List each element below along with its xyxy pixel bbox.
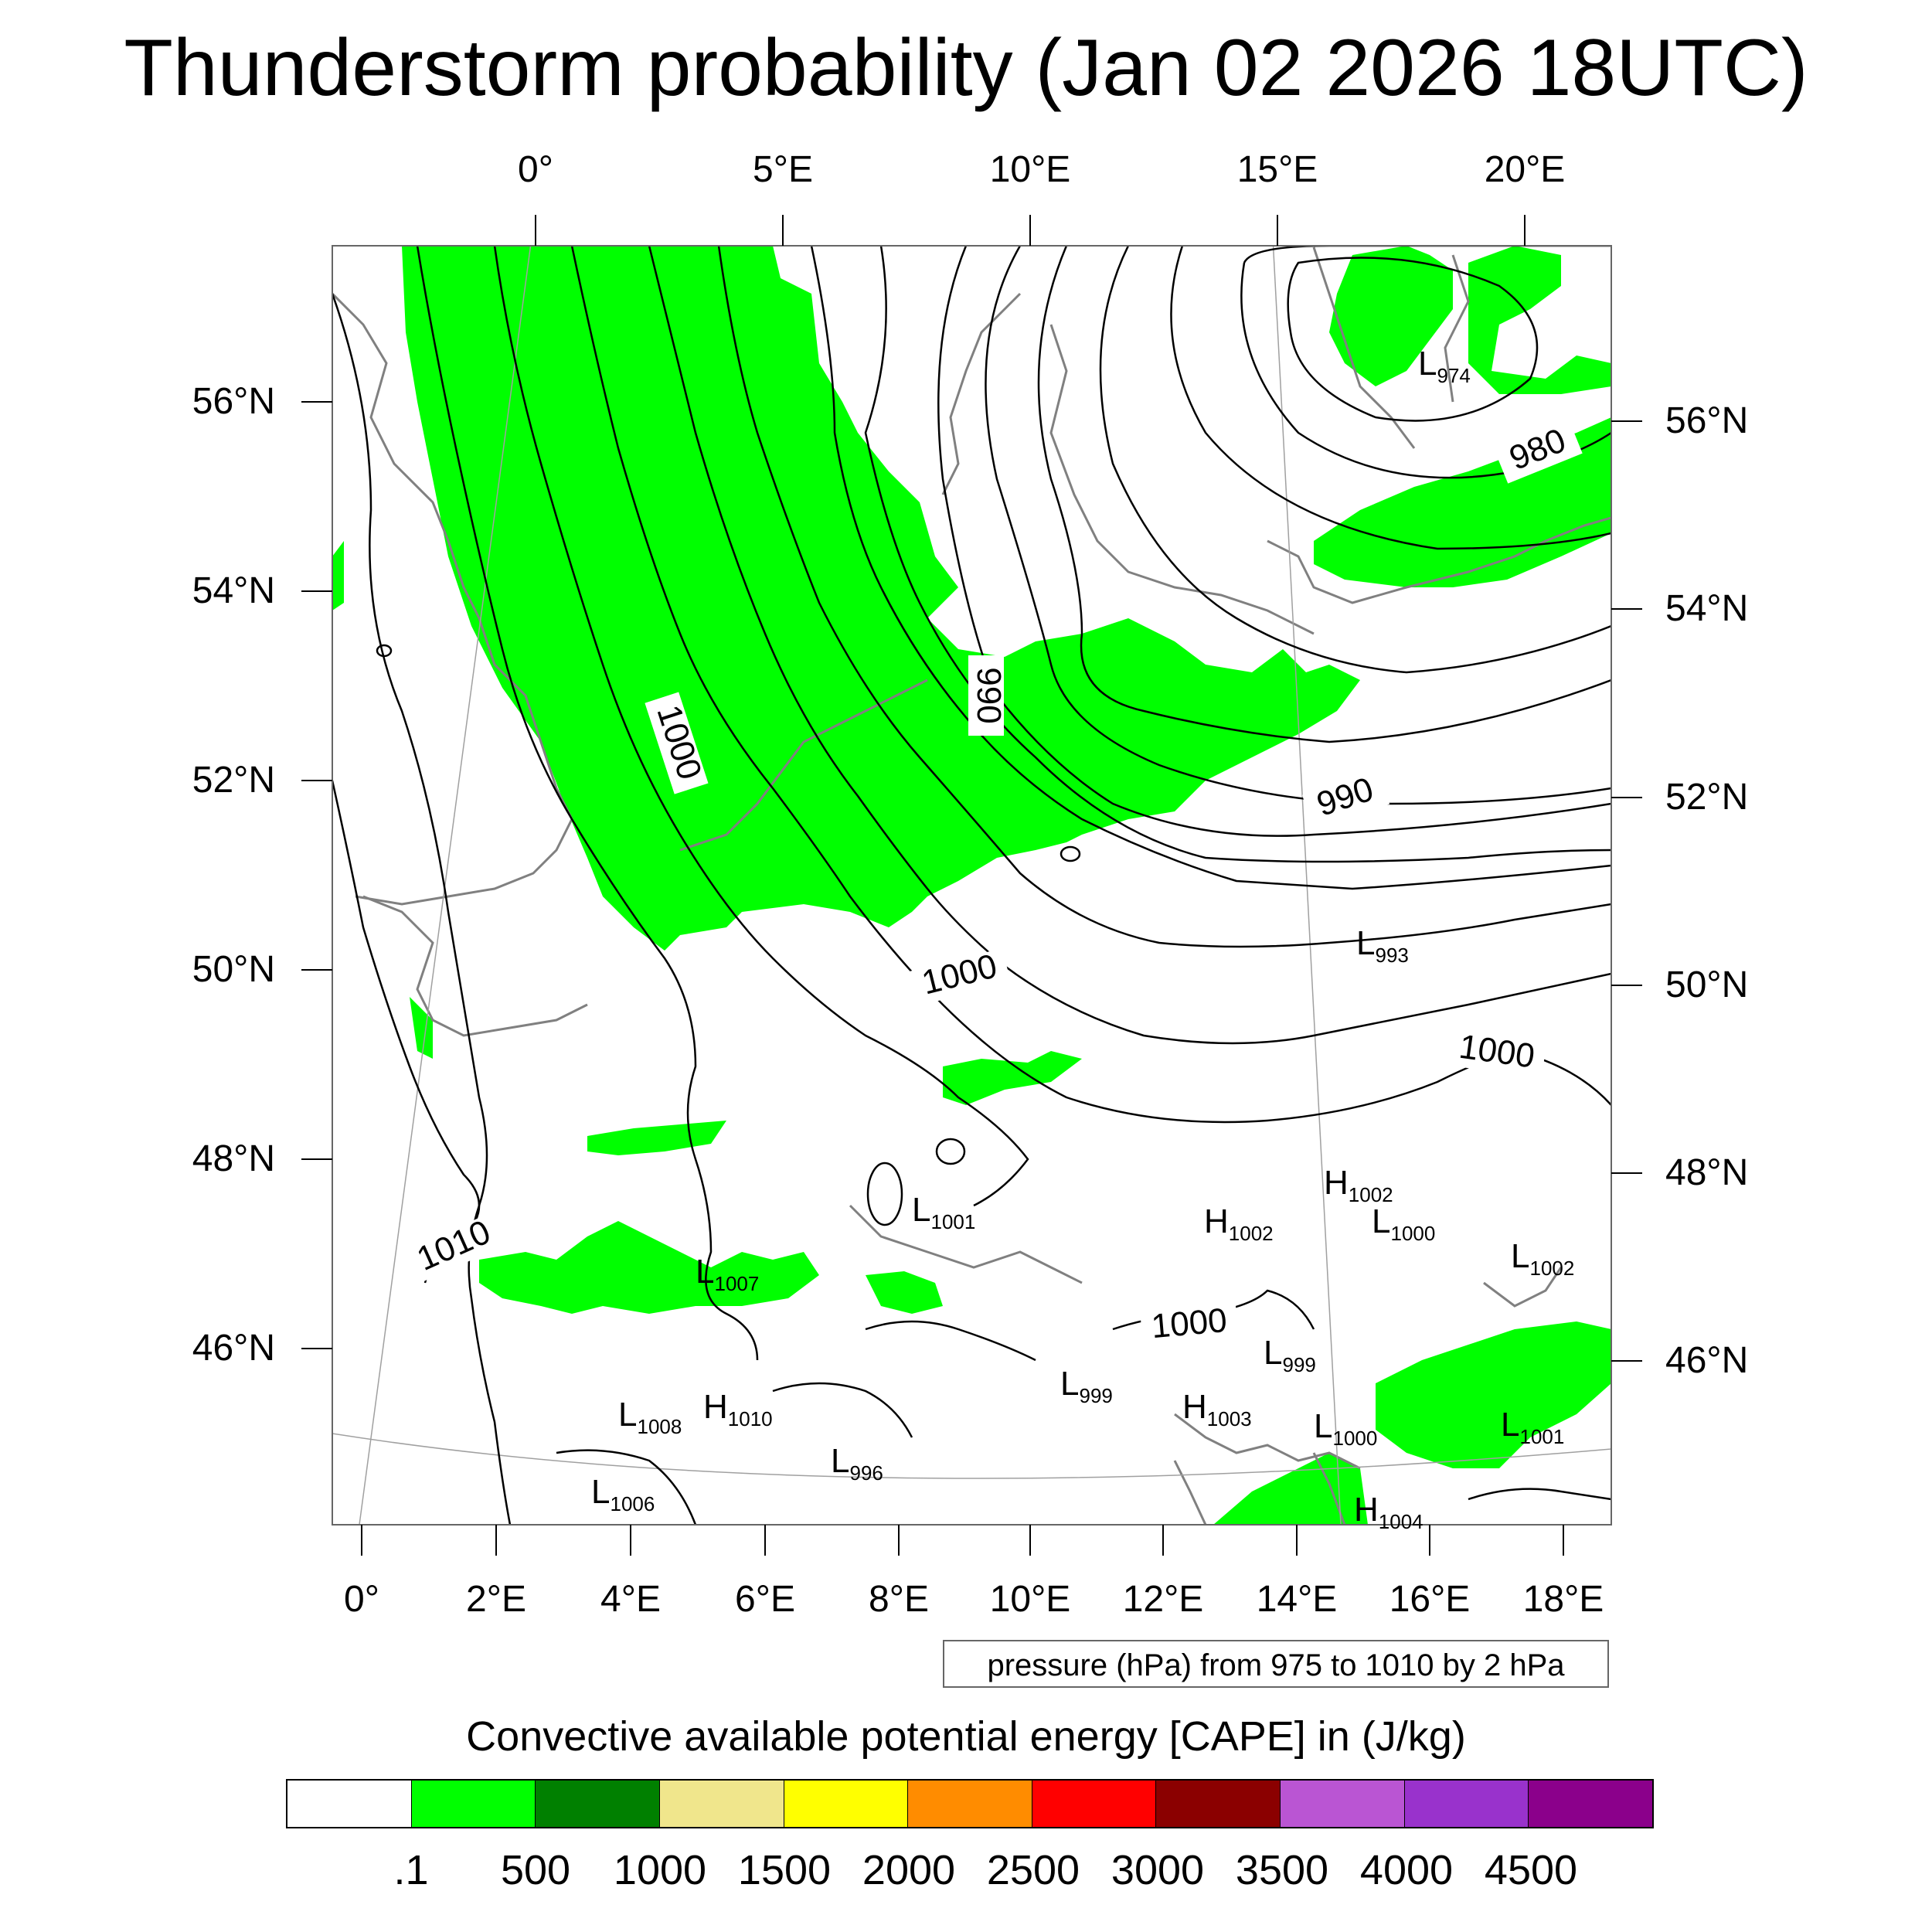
lon-label-top: 5°E — [753, 149, 813, 190]
cape-area-scandinavia — [1329, 246, 1453, 386]
lon-label-bottom: 12°E — [1122, 1579, 1204, 1620]
pressure-center: L974 — [1418, 345, 1471, 387]
cape-area-hungary — [1376, 1321, 1611, 1468]
colorbar-title: Convective available potential energy [C… — [466, 1713, 1466, 1760]
lat-label-right: 56°N — [1665, 400, 1749, 441]
lon-label-top: 20°E — [1484, 149, 1566, 190]
colorbar — [286, 1779, 1654, 1828]
colorbar-label: 4500 — [1484, 1847, 1578, 1893]
lat-label-left: 48°N — [192, 1138, 275, 1179]
lat-label-left: 50°N — [192, 949, 275, 990]
cape-areas — [332, 246, 1611, 1525]
pressure-center: L1000 — [1372, 1202, 1435, 1245]
colorbar-label: 4000 — [1359, 1847, 1454, 1893]
colorbar-label: 2500 — [986, 1847, 1080, 1893]
colorbar-label: .1 — [393, 1847, 429, 1893]
pressure-center: L1000 — [1314, 1407, 1377, 1450]
colorbar-box — [287, 1781, 412, 1827]
lat-label-right: 52°N — [1665, 777, 1749, 818]
pressure-center: L1002 — [1511, 1237, 1574, 1280]
lat-label-left: 54°N — [192, 570, 275, 611]
colorbar-label: 3000 — [1111, 1847, 1205, 1893]
contour-label: 1000 — [1457, 1028, 1537, 1076]
colorbar-box — [1032, 1781, 1157, 1827]
cape-area-czech — [943, 1051, 1082, 1105]
isobar-974 — [1287, 257, 1539, 422]
pressure-center: H1002 — [1324, 1164, 1393, 1206]
colorbar-box — [908, 1781, 1032, 1827]
map-title: Thunderstorm probability (Jan 02 2026 18… — [124, 23, 1808, 113]
lat-label-right: 50°N — [1665, 964, 1749, 1005]
pressure-center: L993 — [1356, 924, 1409, 967]
contour-label: 990 — [1312, 770, 1378, 824]
colorbar-label: 500 — [500, 1847, 571, 1893]
lat-label-left: 46°N — [192, 1328, 275, 1369]
tick-marks — [301, 215, 1642, 1556]
pressure-center: L999 — [1060, 1365, 1113, 1407]
pressure-center: L1001 — [1501, 1406, 1564, 1448]
lon-label-bottom: 18°E — [1522, 1579, 1604, 1620]
colorbar-label: 1500 — [737, 1847, 832, 1893]
colorbar-label: 2000 — [862, 1847, 956, 1893]
cape-area-north-sea — [402, 246, 1360, 951]
lon-label-bottom: 0° — [344, 1579, 379, 1620]
pressure-center: H1010 — [703, 1388, 773, 1430]
cape-area-sea-strip — [332, 541, 344, 611]
contour-info-box: pressure (hPa) from 975 to 1010 by 2 hPa — [943, 1640, 1609, 1688]
lat-label-right: 48°N — [1665, 1152, 1749, 1193]
contour-labels: 980 990 1000 990 1000 1000 1010 1000 — [403, 420, 1583, 1349]
colorbar-label: 3500 — [1235, 1847, 1329, 1893]
lon-label-top: 10°E — [989, 149, 1071, 190]
cape-area-sweden-east — [1468, 246, 1611, 394]
pressure-center: L1006 — [591, 1473, 655, 1515]
lon-label-bottom: 10°E — [989, 1579, 1071, 1620]
pressure-center: H1004 — [1354, 1491, 1423, 1533]
pressure-center: L999 — [1264, 1334, 1316, 1376]
plot-frame — [332, 245, 1612, 1526]
lat-label-left: 52°N — [192, 760, 275, 801]
colorbar-box — [1156, 1781, 1281, 1827]
lat-label-left: 56°N — [192, 381, 275, 422]
cape-area-france-south — [479, 1221, 819, 1314]
colorbar-box — [784, 1781, 909, 1827]
pressure-center: L1007 — [696, 1253, 759, 1295]
lon-label-bottom: 14°E — [1256, 1579, 1338, 1620]
graticule — [332, 246, 1611, 1525]
lon-label-top: 15°E — [1236, 149, 1318, 190]
colorbar-label: 1000 — [613, 1847, 707, 1893]
colorbar-box — [536, 1781, 660, 1827]
lat-label-right: 46°N — [1665, 1340, 1749, 1381]
colorbar-box — [1529, 1781, 1653, 1827]
contour-label: 1000 — [1150, 1301, 1229, 1345]
pressure-center: H1002 — [1204, 1202, 1274, 1245]
cape-area-france-central — [587, 1121, 726, 1155]
lon-label-bottom: 4°E — [600, 1579, 661, 1620]
cape-area-alps — [866, 1271, 943, 1314]
contour-label: 990 — [970, 667, 1008, 723]
pressure-center: H1003 — [1182, 1388, 1252, 1430]
pressure-center: L996 — [831, 1442, 883, 1485]
colorbar-box — [1281, 1781, 1405, 1827]
lon-label-bottom: 6°E — [735, 1579, 795, 1620]
lat-label-right: 54°N — [1665, 588, 1749, 629]
pressure-center: L1008 — [618, 1396, 682, 1438]
pressure-centers: L974 L993 H1002 L1001 H1002 L1000 L1002 … — [591, 345, 1574, 1533]
lon-label-bottom: 8°E — [869, 1579, 929, 1620]
lon-label-bottom: 16°E — [1389, 1579, 1471, 1620]
lon-label-top: 0° — [518, 149, 553, 190]
cape-area-west-france — [410, 997, 433, 1059]
pressure-center: L1001 — [912, 1191, 975, 1233]
contour-label: 1000 — [918, 947, 1001, 1002]
colorbar-box — [659, 1781, 784, 1827]
colorbar-box — [1404, 1781, 1529, 1827]
coastlines — [332, 247, 1611, 1525]
lon-label-bottom: 2°E — [466, 1579, 526, 1620]
cape-area-adriatic — [1213, 1453, 1368, 1525]
colorbar-box — [411, 1781, 536, 1827]
